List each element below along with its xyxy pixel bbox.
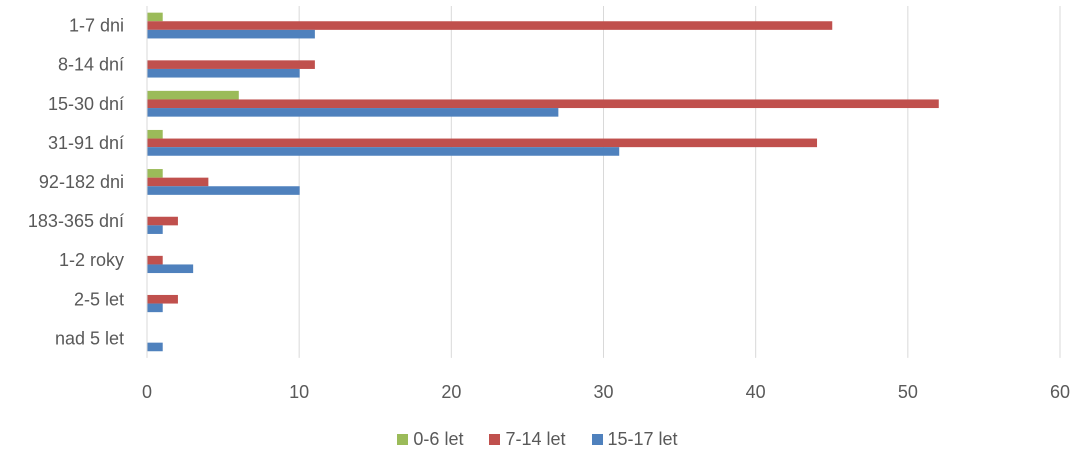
- bar-15-17-let-8-14-dní: [147, 68, 300, 78]
- bar-7-14-let-1-2-roky: [147, 255, 163, 265]
- category-label-31-91-dní: 31-91 dní: [48, 133, 124, 153]
- x-tick-label-0: 0: [142, 382, 152, 402]
- x-tick-label-60: 60: [1050, 382, 1070, 402]
- legend-item-7-14-let: 7-14 let: [489, 428, 566, 450]
- legend-label-15-17-let: 15-17 let: [607, 428, 678, 449]
- category-label-nad-5-let: nad 5 let: [55, 328, 124, 348]
- bar-7-14-let-183-365-dní: [147, 216, 178, 226]
- bar-7-14-let-31-91-dní: [147, 138, 818, 148]
- bar-0-6-let-15-30-dní: [147, 90, 239, 100]
- category-label-2-5-let: 2-5 let: [74, 289, 124, 309]
- bar-7-14-let-92-182-dni: [147, 177, 209, 187]
- bar-0-6-let-31-91-dní: [147, 129, 163, 139]
- bar-7-14-let-15-30-dní: [147, 99, 939, 109]
- bar-15-17-let-92-182-dni: [147, 186, 300, 195]
- bar-15-17-let-31-91-dní: [147, 147, 620, 156]
- legend-label-0-6-let: 0-6 let: [413, 428, 464, 449]
- x-tick-labels: 0 10 20 30 40 50 60: [142, 382, 1070, 402]
- bars: [147, 12, 939, 352]
- bar-15-17-let-nad-5-let: [147, 342, 163, 352]
- bar-7-14-let-8-14-dní: [147, 60, 315, 69]
- legend-swatch-red: [489, 433, 501, 445]
- category-labels: 1-7 dni 8-14 dní 15-30 dní 31-91 dní 92-182 …: [28, 16, 124, 349]
- bar-15-17-let-1-7-dni: [147, 29, 315, 39]
- legend: 0-6 let 7-14 let 15-17 let: [0, 427, 1075, 451]
- category-label-1-2-roky: 1-2 roky: [59, 250, 124, 270]
- bar-0-6-let-1-7-dni: [147, 12, 163, 22]
- bar-7-14-let-2-5-let: [147, 294, 178, 304]
- legend-swatch-green: [397, 433, 409, 445]
- x-tick-label-40: 40: [746, 382, 766, 402]
- x-tick-label-50: 50: [898, 382, 918, 402]
- legend-item-15-17-let: 15-17 let: [591, 428, 678, 450]
- category-label-8-14-dní: 8-14 dní: [58, 55, 124, 75]
- bar-0-6-let-92-182-dni: [147, 169, 163, 178]
- bar-15-17-let-15-30-dní: [147, 108, 559, 117]
- bar-chart: 1-7 dni 8-14 dní 15-30 dní 31-91 dní 92-182 …: [28, 6, 1070, 402]
- category-label-183-365-dní: 183-365 dní: [28, 211, 124, 231]
- gridlines: [298, 6, 1061, 358]
- bar-15-17-let-2-5-let: [147, 303, 163, 313]
- legend-item-0-6-let: 0-6 let: [397, 429, 463, 450]
- category-label-15-30-dní: 15-30 dní: [48, 94, 124, 114]
- category-label-92-182-dni: 92-182 dni: [39, 172, 124, 192]
- legend-swatch-blue: [591, 433, 603, 445]
- bar-7-14-let-1-7-dni: [147, 21, 833, 30]
- bar-15-17-let-1-2-roky: [147, 264, 194, 274]
- category-label-1-7-dni: 1-7 dni: [69, 16, 124, 36]
- x-tick-label-20: 20: [441, 382, 461, 402]
- x-tick-label-10: 10: [289, 382, 309, 402]
- x-tick-label-30: 30: [593, 382, 613, 402]
- legend-label-7-14-let: 7-14 let: [505, 428, 566, 449]
- bar-15-17-let-183-365-dní: [147, 225, 163, 234]
